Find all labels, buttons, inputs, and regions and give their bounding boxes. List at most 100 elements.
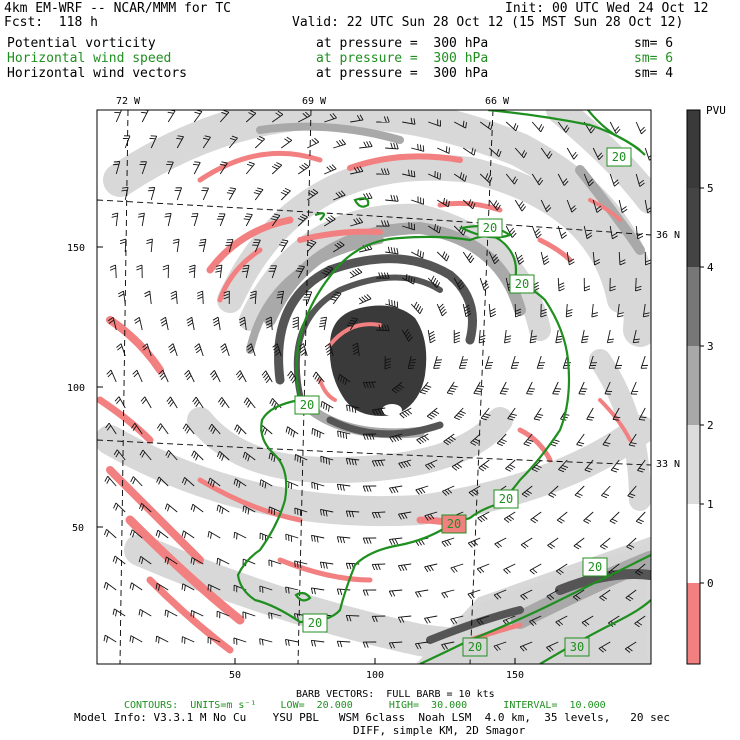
wind-barb bbox=[362, 641, 377, 648]
wind-barb bbox=[443, 433, 456, 446]
wind-barb bbox=[529, 329, 537, 344]
svg-text:20: 20 bbox=[515, 277, 529, 291]
wind-barb bbox=[112, 608, 126, 617]
wind-barb bbox=[170, 290, 178, 305]
wind-barb bbox=[320, 400, 334, 412]
wind-barb bbox=[346, 404, 360, 413]
colorbar-label-3: 3 bbox=[707, 340, 714, 353]
wind-barb bbox=[105, 422, 117, 435]
wind-barb bbox=[276, 290, 285, 305]
wind-barb bbox=[292, 316, 299, 331]
wind-barb bbox=[336, 536, 351, 544]
wind-barb bbox=[216, 504, 230, 515]
wind-barb bbox=[191, 450, 204, 461]
wind-barb bbox=[642, 303, 650, 318]
wind-barb bbox=[138, 556, 152, 565]
wind-barb bbox=[272, 343, 282, 357]
wind-barb bbox=[280, 187, 291, 201]
wind-barb bbox=[129, 582, 143, 591]
pv-core-white-spot bbox=[382, 404, 402, 416]
wind-barb bbox=[321, 265, 334, 279]
wind-barb bbox=[552, 381, 562, 395]
wind-barb bbox=[172, 238, 180, 253]
wind-barb bbox=[514, 199, 527, 212]
wind-barb bbox=[333, 139, 347, 149]
wind-barb bbox=[234, 424, 247, 435]
wind-barb bbox=[310, 639, 325, 647]
wind-barb bbox=[557, 173, 569, 186]
wind-barb bbox=[609, 121, 621, 134]
wind-barb bbox=[385, 142, 399, 150]
wind-barb bbox=[261, 370, 273, 384]
wind-barb bbox=[225, 239, 234, 253]
wind-barb bbox=[271, 162, 283, 175]
wind-barb bbox=[388, 641, 403, 649]
wind-barb bbox=[219, 110, 230, 123]
wind-barb bbox=[606, 329, 614, 344]
wind-barb bbox=[555, 615, 568, 627]
wind-barb bbox=[216, 450, 230, 461]
wind-barb bbox=[280, 136, 293, 149]
wind-barb bbox=[624, 641, 637, 653]
contour-legend: CONTOURS: UNITS=m s⁻¹ LOW= 20.000 HIGH= … bbox=[124, 700, 606, 711]
wind-barb bbox=[376, 168, 390, 175]
wind-barb bbox=[540, 303, 547, 318]
lon-label-69w: 69 W bbox=[302, 96, 327, 107]
wind-barb bbox=[243, 213, 253, 227]
wind-barb bbox=[181, 530, 195, 539]
wind-barb bbox=[389, 433, 403, 443]
wind-barb bbox=[609, 277, 616, 292]
wind-barb bbox=[635, 121, 647, 135]
lat-lon-grid bbox=[97, 110, 651, 664]
wind-barb bbox=[609, 173, 620, 187]
wind-barb bbox=[531, 225, 542, 239]
wind-barb bbox=[155, 635, 169, 644]
wind-barb bbox=[285, 639, 299, 647]
svg-text:20: 20 bbox=[308, 616, 322, 630]
wind-barb bbox=[349, 267, 363, 279]
wind-barb bbox=[362, 381, 377, 389]
wind-barb bbox=[207, 530, 221, 539]
wind-barb bbox=[320, 508, 334, 517]
wind-barb bbox=[467, 589, 481, 600]
wind-barb bbox=[397, 615, 412, 623]
wind-barb bbox=[592, 147, 604, 161]
contour-label: 20 bbox=[606, 147, 632, 167]
wind-barb bbox=[285, 426, 299, 438]
contour-label: 20 bbox=[441, 514, 467, 534]
wind-barb bbox=[480, 407, 491, 421]
y-tick-50: 50 bbox=[72, 523, 84, 534]
wind-barb bbox=[253, 187, 264, 201]
wind-barb bbox=[156, 423, 169, 435]
wind-barb bbox=[626, 537, 637, 550]
wind-barb bbox=[270, 213, 281, 227]
wind-barb bbox=[358, 294, 372, 305]
wind-barb bbox=[414, 641, 429, 650]
wind-barb bbox=[220, 343, 230, 357]
wind-barb bbox=[350, 217, 364, 227]
wind-barb bbox=[573, 537, 585, 550]
wind-barb bbox=[113, 502, 126, 513]
wind-barb bbox=[329, 291, 342, 305]
wind-barb bbox=[345, 458, 360, 466]
wind-barb bbox=[376, 116, 390, 123]
wind-barb bbox=[136, 264, 143, 279]
wind-barb bbox=[566, 147, 578, 160]
contour-label: 20 bbox=[294, 395, 320, 415]
x-tick-150: 150 bbox=[506, 670, 524, 681]
wind-barb bbox=[228, 135, 238, 149]
wind-barb bbox=[415, 485, 429, 495]
wind-barb bbox=[514, 303, 522, 318]
svg-text:20: 20 bbox=[468, 640, 482, 654]
wind-barb bbox=[401, 328, 413, 342]
wind-barb bbox=[441, 641, 455, 650]
wind-barb bbox=[246, 343, 256, 357]
wind-barb bbox=[235, 370, 247, 383]
pv-negative-streaks bbox=[97, 150, 632, 654]
wind-barb bbox=[581, 329, 589, 344]
wind-barb bbox=[138, 608, 152, 617]
wind-barb bbox=[426, 407, 440, 420]
colorbar-label-2: 2 bbox=[707, 419, 714, 432]
x-tick-50: 50 bbox=[229, 670, 241, 681]
wind-barb bbox=[371, 563, 386, 571]
